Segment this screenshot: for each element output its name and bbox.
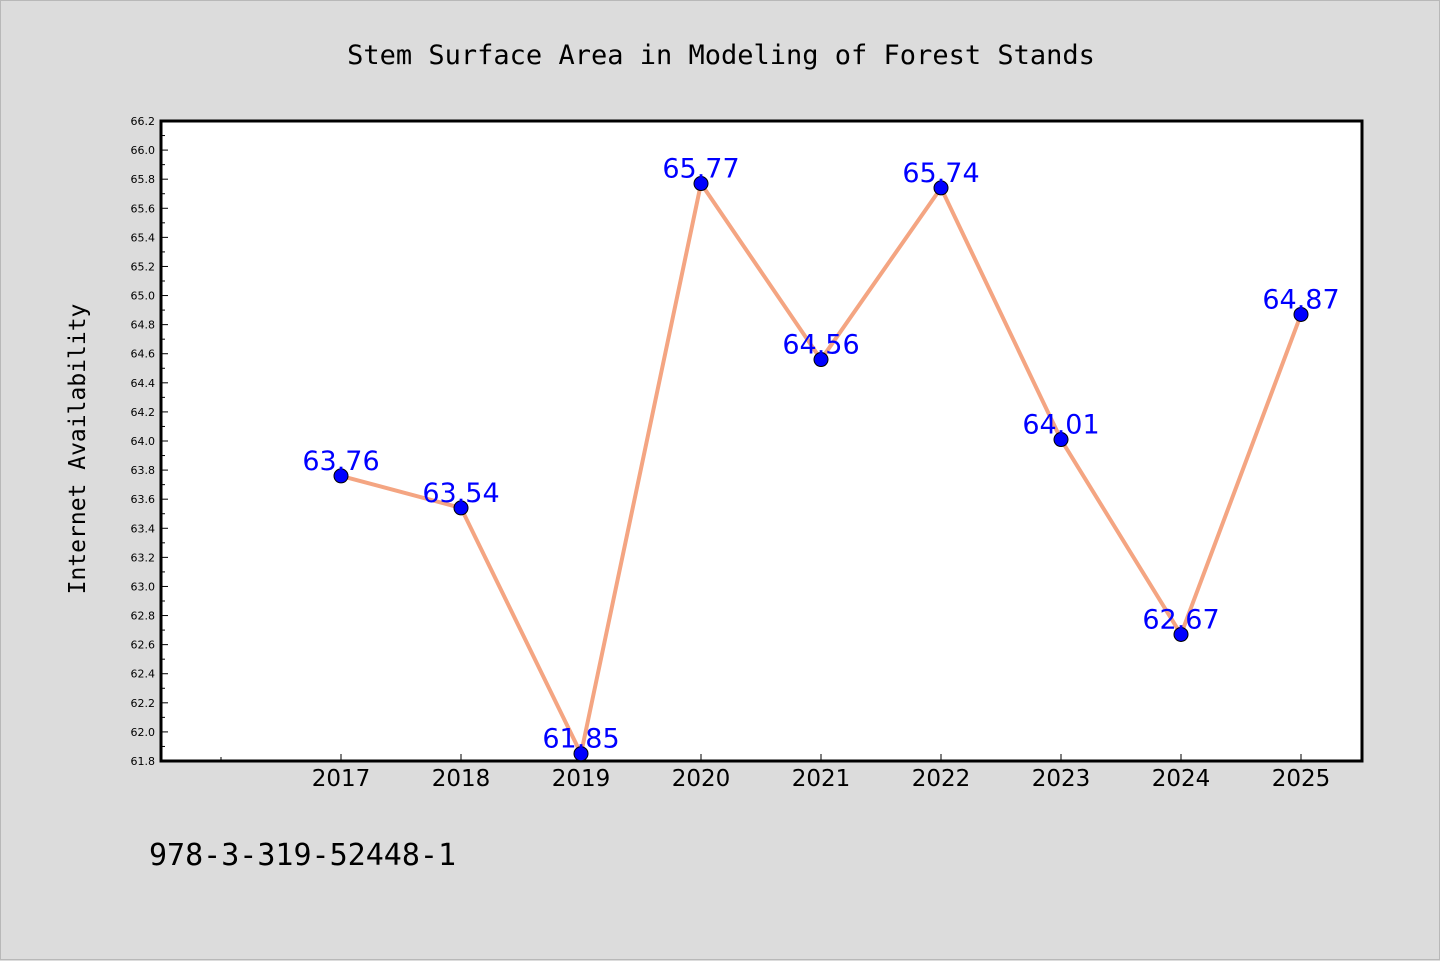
x-tick-label: 2017 (312, 766, 371, 792)
y-tick-label: 66.0 (131, 144, 156, 157)
data-label: 64.01 (1022, 410, 1099, 441)
y-tick-label: 64.2 (131, 406, 156, 419)
y-tick-label: 65.2 (131, 260, 156, 273)
y-tick-label: 66.2 (131, 115, 156, 128)
y-axis-label: Internet Availability (65, 304, 91, 595)
data-point-marker (1293, 306, 1309, 322)
data-label: 65.77 (662, 154, 739, 185)
y-axis: 61.8 62.0 62.2 62.4 62.6 62.8 63.0 63.2 63.4 63.6… (131, 115, 168, 768)
y-tick-label: 62.2 (131, 697, 156, 710)
data-point-marker (453, 500, 469, 516)
data-label: 64.56 (782, 330, 859, 361)
y-tick-label: 62.8 (131, 610, 156, 623)
data-point-marker (573, 746, 589, 762)
x-tick-label: 2024 (1152, 766, 1211, 792)
y-tick-label: 63.6 (131, 493, 156, 506)
x-tick-label: 2020 (672, 766, 731, 792)
plot-area (159, 119, 1364, 763)
y-tick-label: 63.2 (131, 551, 156, 564)
x-tick-label: 2019 (552, 766, 611, 792)
y-tick-label: 65.0 (131, 290, 156, 303)
x-tick-label: 2025 (1272, 766, 1331, 792)
data-point-marker (813, 352, 829, 368)
y-tick-label: 64.6 (131, 348, 156, 361)
y-tick-label: 62.4 (131, 668, 156, 681)
y-tick-label: 63.8 (131, 464, 156, 477)
data-point-marker (933, 180, 949, 196)
data-label: 62.67 (1142, 604, 1219, 635)
x-tick-label: 2018 (432, 766, 491, 792)
data-point-marker (1053, 432, 1069, 448)
data-label: 64.87 (1262, 284, 1339, 315)
data-point-marker (693, 176, 709, 192)
data-point-marker (333, 468, 349, 484)
y-tick-label: 65.6 (131, 202, 156, 215)
footer-isbn: 978-3-319-52448-1 (149, 838, 456, 873)
x-tick-label: 2023 (1032, 766, 1091, 792)
y-tick-label: 65.8 (131, 173, 156, 186)
y-tick-label: 62.0 (131, 726, 156, 739)
chart-title: Stem Surface Area in Modeling of Forest … (347, 40, 1095, 71)
y-tick-label: 65.4 (131, 231, 156, 244)
data-label: 65.74 (902, 158, 979, 189)
data-label: 61.85 (542, 724, 619, 755)
series-group: 63.76 63.54 61.85 65.77 64.56 65.74 64.01 62.67… (302, 154, 1340, 762)
data-label: 63.54 (422, 478, 499, 509)
y-tick-label: 61.8 (131, 755, 156, 768)
x-tick-label: 2022 (912, 766, 971, 792)
x-tick-label: 2021 (792, 766, 851, 792)
y-tick-label: 63.0 (131, 580, 156, 593)
y-tick-label: 64.8 (131, 319, 156, 332)
x-axis: 2017 2018 2019 2020 2021 2022 2023 2024 2025 (220, 754, 1331, 792)
data-label: 63.76 (302, 446, 379, 477)
y-tick-label: 64.0 (131, 435, 156, 448)
y-tick-label: 63.4 (131, 522, 156, 535)
y-tick-label: 64.4 (131, 377, 156, 390)
y-tick-label: 62.6 (131, 639, 156, 652)
data-point-marker (1173, 626, 1189, 642)
